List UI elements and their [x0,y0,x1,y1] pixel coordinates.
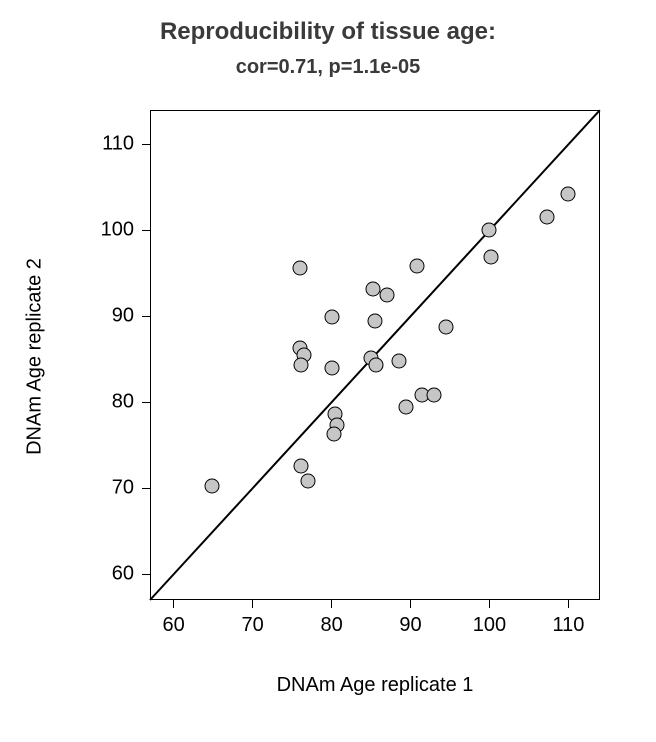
scatter-point [379,287,394,302]
x-tick-mark [410,600,411,608]
scatter-chart: Reproducibility of tissue age: cor=0.71,… [0,0,656,742]
y-axis-label: DNAm Age replicate 2 [24,112,47,602]
x-tick-label: 110 [552,614,584,637]
scatter-point [326,427,341,442]
scatter-point [324,360,339,375]
scatter-point [324,310,339,325]
y-tick-mark [142,488,150,489]
scatter-point [482,223,497,238]
chart-title-main: Reproducibility of tissue age: [0,18,656,46]
scatter-point [293,358,308,373]
scatter-point [392,354,407,369]
scatter-point [409,259,424,274]
x-tick-mark [568,600,569,608]
scatter-point [484,250,499,265]
scatter-point [427,388,442,403]
x-tick-mark [489,600,490,608]
y-tick-mark [142,402,150,403]
x-tick-label: 70 [242,614,264,637]
x-tick-mark [173,600,174,608]
y-tick-mark [142,316,150,317]
y-tick-label: 80 [92,391,134,414]
scatter-point [293,458,308,473]
y-tick-label: 60 [92,563,134,586]
scatter-point [561,187,576,202]
y-tick-mark [142,144,150,145]
scatter-point [368,358,383,373]
scatter-point [300,473,315,488]
y-tick-label: 100 [92,219,134,242]
y-tick-mark [142,230,150,231]
y-tick-label: 90 [92,305,134,328]
x-axis-label: DNAm Age replicate 1 [150,674,600,697]
chart-title-sub: cor=0.71, p=1.1e-05 [0,56,656,79]
scatter-point [368,313,383,328]
scatter-point [204,478,219,493]
x-tick-label: 100 [473,614,506,637]
x-tick-label: 90 [399,614,421,637]
x-tick-mark [252,600,253,608]
y-tick-label: 70 [92,477,134,500]
x-tick-label: 60 [163,614,185,637]
scatter-point [293,261,308,276]
y-tick-label: 110 [92,133,134,156]
y-tick-mark [142,574,150,575]
x-tick-mark [331,600,332,608]
scatter-point [398,399,413,414]
scatter-point [439,319,454,334]
scatter-point [540,209,555,224]
x-tick-label: 80 [320,614,342,637]
